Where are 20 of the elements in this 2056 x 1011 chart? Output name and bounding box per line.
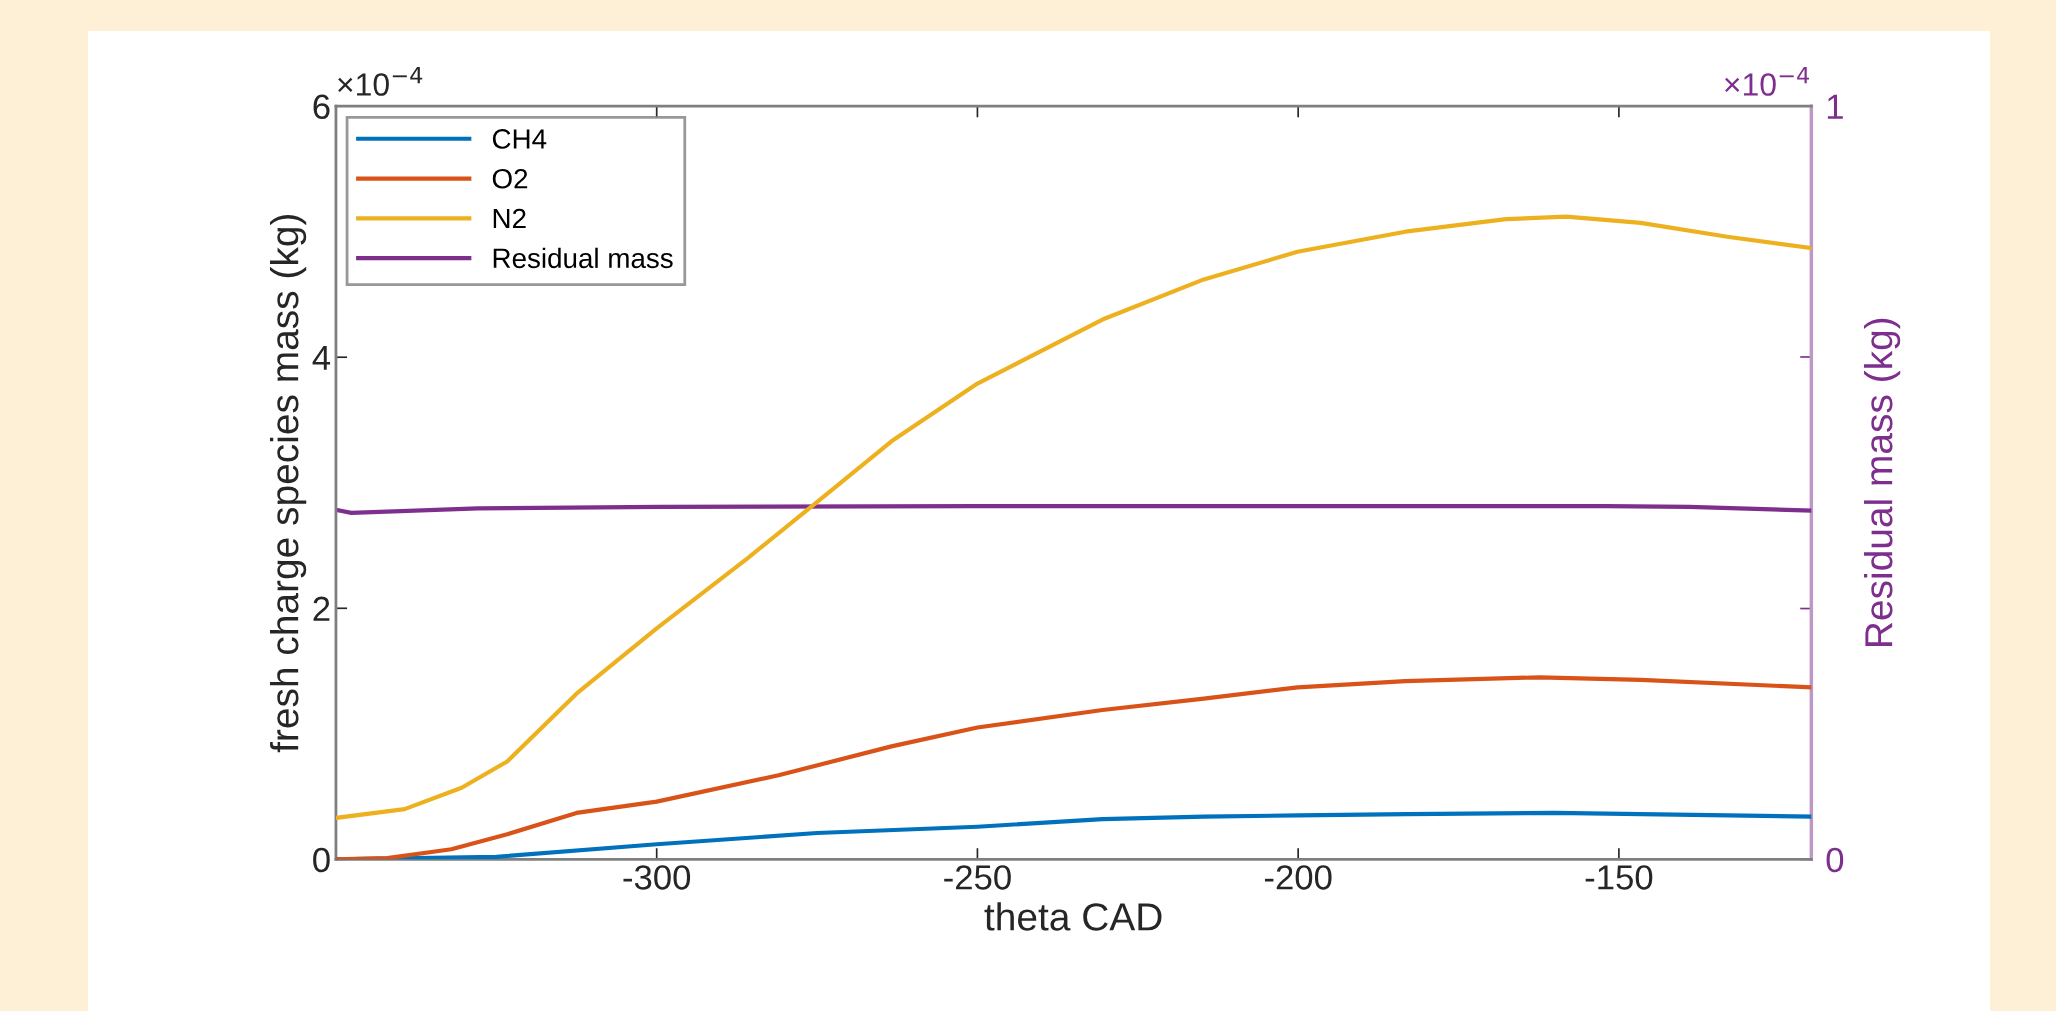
y2-tick-label: 0 <box>1826 847 1844 873</box>
legend-label: CH4 <box>492 129 547 149</box>
line-series <box>335 504 1812 515</box>
legend-label: O2 <box>492 168 528 189</box>
x-tick-label: -300 <box>623 865 691 890</box>
x-tick-label: -250 <box>944 865 1011 890</box>
y-tick-label: 2 <box>313 596 330 621</box>
x-tick-label: -150 <box>1585 865 1653 890</box>
y-tick-label: 6 <box>313 94 330 120</box>
y-axis-title: fresh charge species mass (kg) <box>269 214 307 753</box>
y2-axis-title: Residual mass (kg) <box>1863 318 1901 646</box>
x-tick-label: -200 <box>1264 865 1332 890</box>
y2-tick-label: 1 <box>1827 94 1843 119</box>
text: ×10$^{−4}$ <box>1725 67 1810 96</box>
y-tick-label: 4 <box>312 345 331 370</box>
legend-label: N2 <box>493 208 526 229</box>
legend-label: Residual mass <box>493 247 673 269</box>
text: ×10$^{−4}$ <box>338 67 423 96</box>
y-tick-label: 0 <box>313 847 330 873</box>
x-axis-title: theta CAD <box>984 902 1162 931</box>
